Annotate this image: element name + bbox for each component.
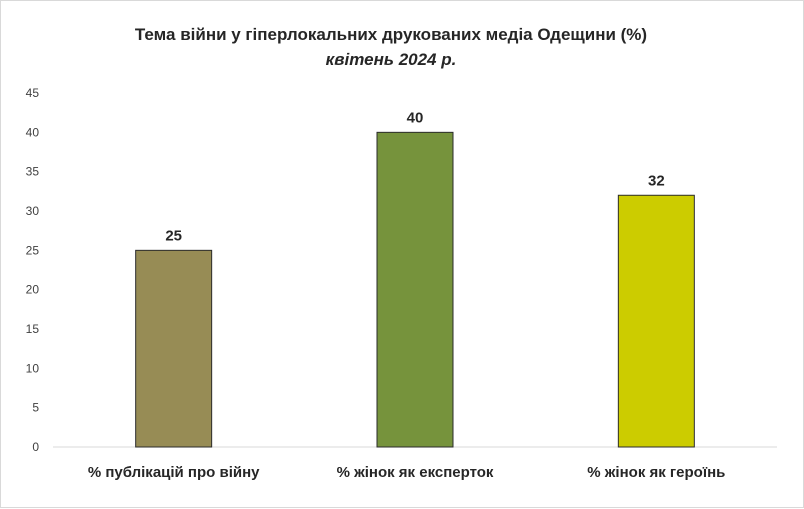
bar-1 bbox=[135, 249, 213, 448]
chart-subtitle: квітень 2024 р. bbox=[325, 50, 457, 69]
data-label: 25 bbox=[165, 227, 182, 244]
y-tick-label: 30 bbox=[26, 204, 40, 218]
bar-3 bbox=[617, 194, 695, 448]
data-label: 40 bbox=[407, 109, 424, 126]
y-tick-label: 10 bbox=[26, 361, 40, 375]
category-label: % жінок як експерток bbox=[337, 464, 494, 481]
y-tick-label: 40 bbox=[26, 125, 40, 139]
y-tick-label: 0 bbox=[32, 440, 39, 454]
y-tick-label: 35 bbox=[26, 165, 40, 179]
y-tick-label: 5 bbox=[32, 401, 39, 415]
category-label: % публікацій про війну bbox=[88, 464, 260, 481]
chart-title: Тема війни у гіперлокальних друкованих м… bbox=[134, 25, 648, 44]
data-label: 32 bbox=[648, 172, 665, 189]
y-tick-label: 15 bbox=[26, 322, 40, 336]
y-tick-label: 25 bbox=[26, 243, 40, 257]
y-tick-label: 45 bbox=[26, 86, 40, 100]
y-tick-label: 20 bbox=[26, 283, 40, 297]
bar-2 bbox=[376, 131, 454, 448]
category-label: % жінок як героїнь bbox=[587, 464, 725, 481]
